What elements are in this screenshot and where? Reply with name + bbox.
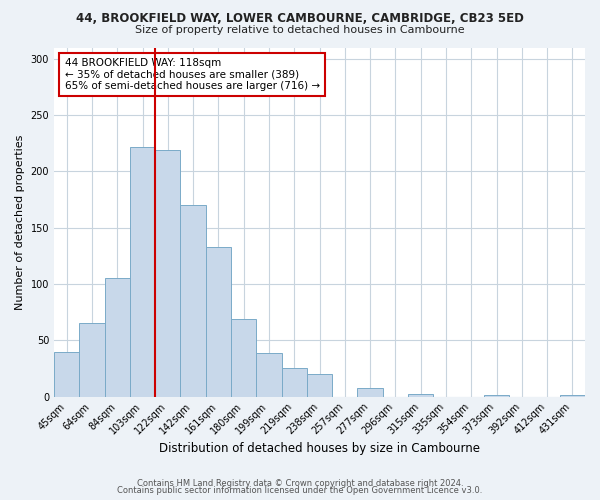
Text: Size of property relative to detached houses in Cambourne: Size of property relative to detached ho… [135,25,465,35]
Bar [79,324,104,396]
Bar [231,319,256,396]
Bar [281,368,307,396]
Bar [307,374,332,396]
Bar [130,146,155,396]
Bar [155,150,181,396]
Bar [104,278,130,396]
Text: Contains HM Land Registry data © Crown copyright and database right 2024.: Contains HM Land Registry data © Crown c… [137,478,463,488]
Bar [181,205,206,396]
Bar [256,352,281,397]
Bar [54,352,79,397]
Bar [206,247,231,396]
Y-axis label: Number of detached properties: Number of detached properties [15,134,25,310]
Bar [408,394,433,396]
Text: Contains public sector information licensed under the Open Government Licence v3: Contains public sector information licen… [118,486,482,495]
Text: 44, BROOKFIELD WAY, LOWER CAMBOURNE, CAMBRIDGE, CB23 5ED: 44, BROOKFIELD WAY, LOWER CAMBOURNE, CAM… [76,12,524,26]
Bar [358,388,383,396]
Text: 44 BROOKFIELD WAY: 118sqm
← 35% of detached houses are smaller (389)
65% of semi: 44 BROOKFIELD WAY: 118sqm ← 35% of detac… [65,58,320,91]
X-axis label: Distribution of detached houses by size in Cambourne: Distribution of detached houses by size … [159,442,480,455]
